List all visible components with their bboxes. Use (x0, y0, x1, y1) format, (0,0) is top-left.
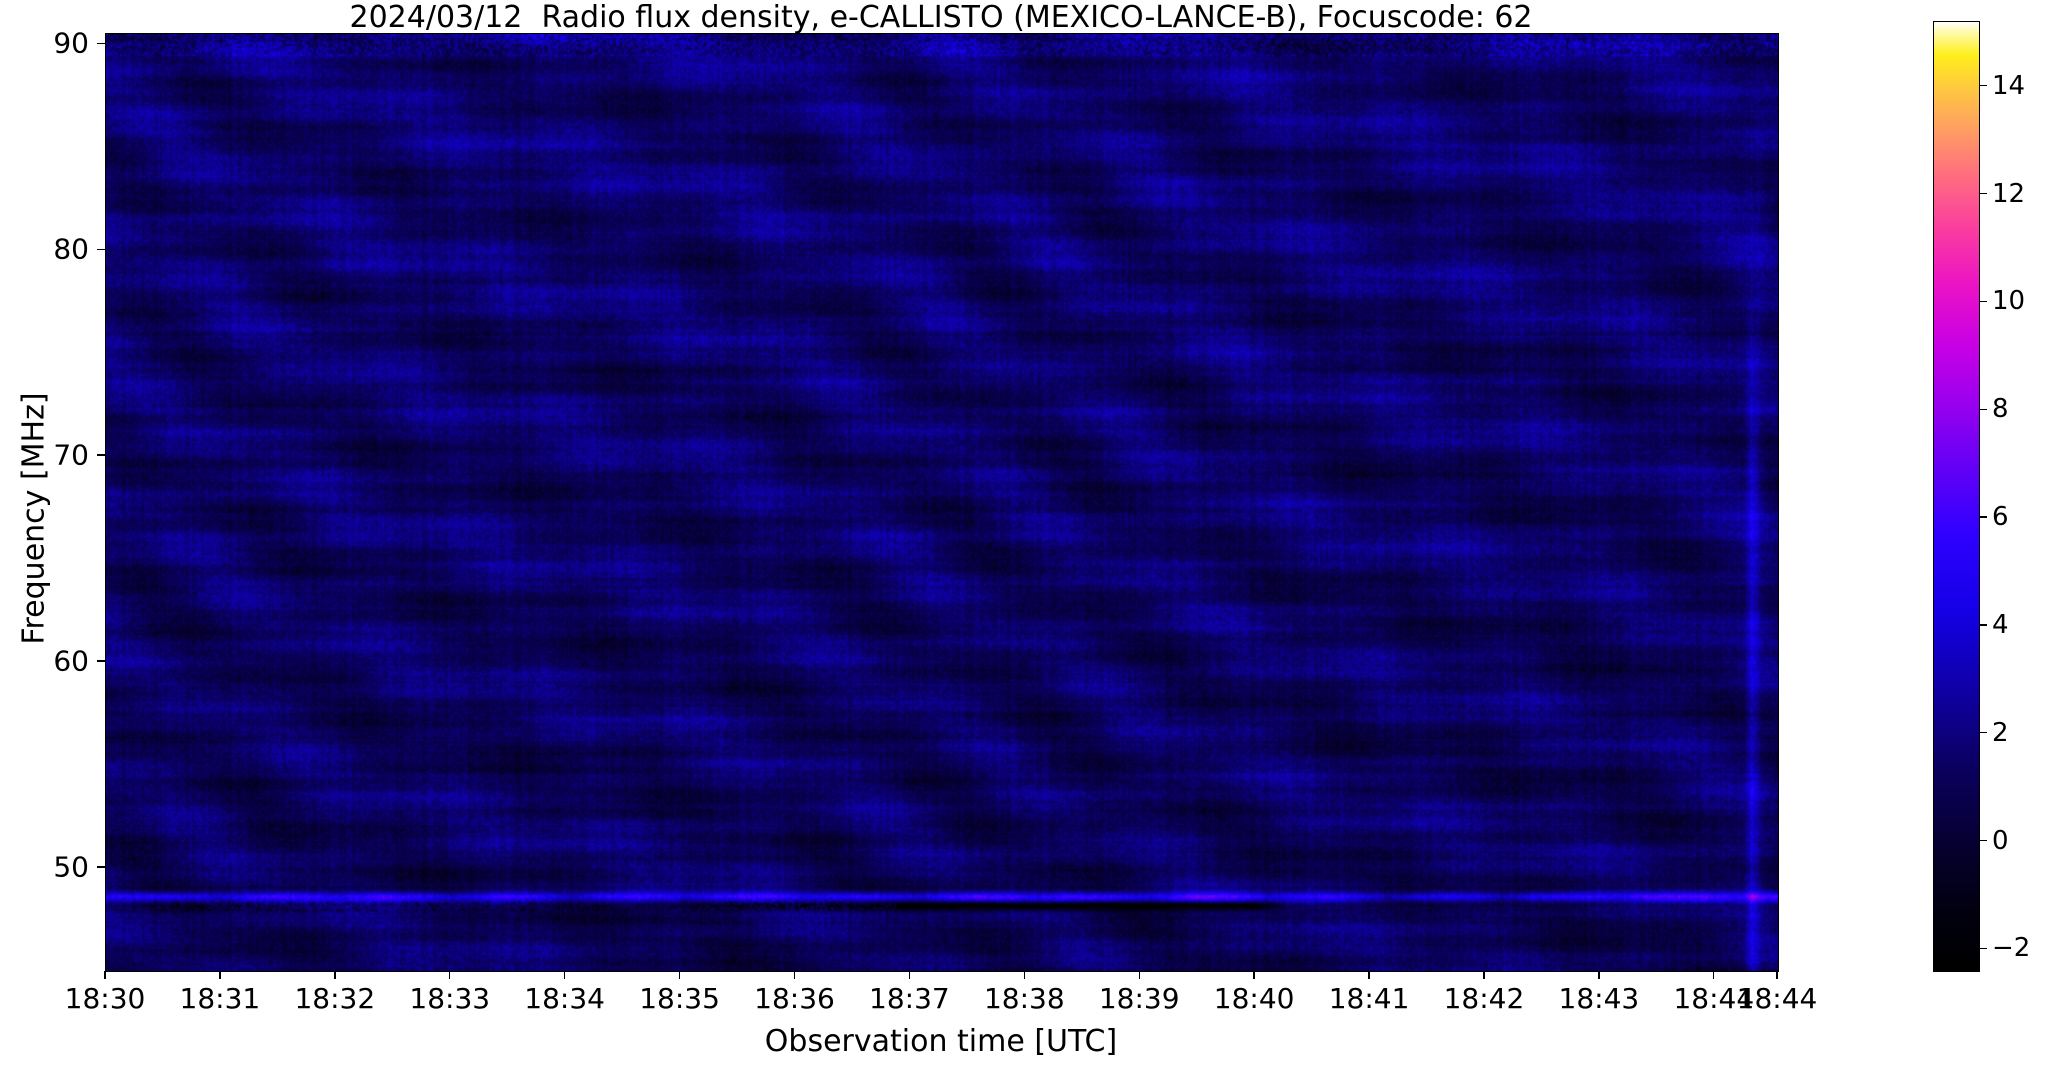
x-tick-label: 18:31 (179, 982, 261, 1015)
x-tick-label: 18:35 (639, 982, 720, 1015)
x-tick-mark (1483, 971, 1485, 979)
y-tick-mark (97, 248, 105, 250)
x-tick-mark (449, 971, 451, 979)
x-tick-mark (793, 971, 796, 979)
x-tick-label: 18:34 (524, 982, 606, 1015)
colorbar-tick-label: 0 (1992, 825, 2009, 856)
y-tick-mark (97, 866, 105, 868)
colorbar-tick-mark (1980, 732, 1987, 734)
y-tick-label: 60 (53, 644, 89, 678)
x-tick-mark (1598, 971, 1600, 979)
x-tick-label: 18:43 (1558, 982, 1640, 1015)
page-title: 2024/03/12 Radio flux density, e-CALLIST… (349, 0, 1533, 35)
y-tick-label: 90 (53, 26, 89, 60)
colorbar-tick-mark (1980, 839, 1987, 842)
x-tick-label: 18:38 (983, 982, 1065, 1015)
colorbar-tick-label: 2 (1992, 717, 2009, 748)
x-tick-label: 18:44 (1673, 982, 1755, 1015)
y-tick-label: 50 (53, 850, 89, 884)
colorbar-tick-label: −2 (1992, 933, 2031, 964)
colorbar-tick-mark (1980, 408, 1987, 410)
x-tick-mark (104, 971, 106, 979)
colorbar-tick-label: 6 (1992, 502, 2009, 533)
x-tick-label: 18:33 (409, 982, 491, 1015)
colorbar-tick-label: 8 (1992, 394, 2009, 425)
colorbar-tick-mark (1980, 192, 1987, 195)
y-axis-label: Frequency [MHz] (16, 392, 52, 645)
x-tick-mark (334, 971, 336, 979)
x-tick-label: 18:39 (1098, 982, 1180, 1015)
colorbar-gradient (1934, 22, 1979, 971)
colorbar-tick-mark (1980, 300, 1987, 303)
x-tick-mark (678, 971, 681, 979)
colorbar-tick-mark (1980, 516, 1987, 518)
spectrogram-image (106, 34, 1778, 971)
x-tick-label: 18:42 (1443, 982, 1525, 1015)
x-tick-mark (1023, 971, 1025, 979)
colorbar-tick-mark (1980, 85, 1987, 87)
x-tick-label: 18:44 (1736, 982, 1818, 1015)
x-tick-mark (1776, 971, 1778, 979)
x-tick-label: 18:32 (294, 982, 376, 1015)
y-tick-label: 80 (53, 232, 89, 266)
x-tick-label: 18:37 (869, 982, 950, 1015)
y-tick-label: 70 (53, 438, 89, 472)
x-tick-mark (908, 971, 911, 979)
x-tick-label: 18:30 (64, 982, 146, 1015)
colorbar-tick-mark (1980, 947, 1987, 950)
x-tick-mark (219, 971, 221, 979)
colorbar-tick-label: 12 (1992, 178, 2026, 209)
colorbar-tick-label: 4 (1992, 609, 2009, 640)
x-tick-label: 18:36 (754, 982, 835, 1015)
x-tick-label: 18:41 (1328, 982, 1410, 1015)
x-tick-mark (1253, 971, 1255, 979)
x-tick-label: 18:40 (1213, 982, 1295, 1015)
spectrogram-axes[interactable] (105, 33, 1779, 972)
colorbar-tick-label: 10 (1992, 286, 2026, 317)
colorbar-tick-mark (1980, 624, 1987, 626)
y-tick-mark (97, 660, 105, 662)
x-tick-mark (563, 971, 566, 979)
x-tick-mark (1713, 971, 1715, 979)
y-tick-mark (97, 42, 105, 44)
x-tick-mark (1138, 971, 1140, 979)
x-tick-mark (1368, 971, 1370, 979)
x-axis-label: Observation time [UTC] (764, 1024, 1118, 1059)
y-tick-mark (97, 454, 105, 456)
colorbar-tick-label: 14 (1992, 70, 2026, 101)
colorbar[interactable] (1933, 21, 1980, 972)
